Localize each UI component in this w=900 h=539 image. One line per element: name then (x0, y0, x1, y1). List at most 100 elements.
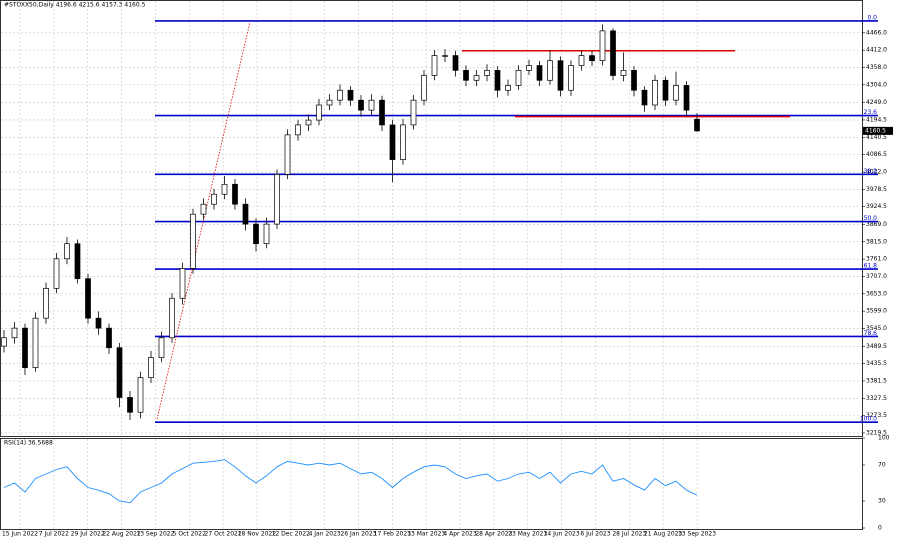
candle-body (232, 183, 238, 205)
candle-body (515, 69, 522, 86)
candle-body (95, 317, 102, 329)
rsi-title: RSI(14) 36.5688 (4, 440, 53, 447)
rsi-tick-label: 30 (878, 498, 886, 505)
candle-body (599, 30, 606, 62)
candle-body (673, 85, 679, 101)
candle-body (610, 30, 616, 76)
candle-body (505, 85, 511, 91)
candle-body (368, 99, 375, 111)
candle-body (526, 65, 532, 71)
x-tick-label: 13 Sep 2023 (678, 531, 716, 538)
x-tick-label: 27 Oct 2022 (205, 531, 242, 538)
rsi-tick-label: 100 (878, 435, 890, 442)
y-tick-label: 3653.0 (866, 290, 887, 297)
candle-body (305, 119, 312, 126)
candle-body (1, 337, 7, 347)
fib-label: 0.0 (867, 14, 877, 21)
y-tick-label: 3381.5 (866, 377, 887, 384)
candle-body (137, 377, 144, 413)
candle-body (620, 69, 627, 76)
candle-body (410, 99, 417, 126)
fib-label: 100.0 (860, 416, 877, 423)
candle-body (74, 243, 81, 280)
x-tick-label: 7 Jul 2022 (39, 531, 69, 538)
x-tick-label: 29 Jul 2022 (71, 531, 105, 538)
candle-body (379, 99, 385, 126)
fib-label: 78.6 (864, 330, 878, 337)
candle-body (694, 118, 700, 132)
x-tick-label: 28 Apr 2023 (475, 531, 512, 538)
price-marker-label: 4160.5 (865, 127, 886, 134)
y-tick-label: 3273.5 (866, 412, 887, 419)
candle-body (421, 75, 427, 101)
fib-label: 38.2 (864, 168, 878, 175)
fib-label: 23.6 (864, 109, 878, 116)
candle-body (578, 55, 585, 66)
rsi-panel (0, 438, 863, 530)
candle-body (85, 278, 91, 319)
candle-body (158, 337, 165, 359)
chart-title: #STOXX50,Daily 4196.6 4215.6 4157.3 4160… (4, 2, 146, 9)
x-tick-label: 15 Jun 2022 (2, 531, 38, 538)
x-tick-label: 13 Mar 2023 (407, 531, 445, 538)
candle-body (568, 65, 574, 91)
y-tick-label: 3707.0 (866, 273, 887, 280)
candle-body (169, 297, 175, 339)
x-tick-label: 5 Oct 2022 (173, 531, 206, 538)
y-tick-label: 3489.5 (866, 343, 887, 350)
candle-body (295, 124, 301, 136)
candle-body (484, 69, 490, 76)
candle-body (284, 134, 291, 175)
y-tick-label: 4466.0 (866, 29, 887, 36)
candle-body (190, 213, 196, 269)
x-tick-label: 12 Dec 2022 (272, 531, 311, 538)
y-tick-label: 3815.0 (866, 238, 887, 245)
candle-body (347, 89, 354, 101)
y-tick-label: 4032.0 (866, 169, 887, 176)
x-tick-label: 21 Aug 2023 (644, 531, 683, 538)
rsi-tick-label: 0 (878, 525, 882, 532)
fib-label: 61.8 (864, 263, 878, 270)
candle-body (32, 317, 39, 368)
y-tick-label: 3761.0 (866, 256, 887, 263)
candle-body (64, 243, 70, 260)
candle-body (473, 75, 480, 81)
trend-line (156, 21, 251, 420)
candle-body (547, 60, 553, 81)
candle-body (200, 203, 207, 215)
candle-body (53, 258, 60, 289)
y-tick-label: 4140.5 (866, 134, 887, 141)
candle-body (179, 268, 186, 299)
candle-body (316, 104, 322, 121)
candle-body (631, 69, 637, 91)
candle-body (683, 85, 690, 111)
candle-body (337, 89, 343, 101)
candle-body (557, 60, 564, 91)
candle-body (242, 203, 249, 225)
rsi-tick-label: 70 (878, 462, 886, 469)
candle-body (326, 99, 333, 106)
candle-body (452, 55, 459, 71)
candle-body (494, 69, 501, 91)
x-tick-label: 17 Feb 2023 (374, 531, 412, 538)
candle-body (11, 327, 18, 339)
y-tick-label: 3435.5 (866, 360, 887, 367)
rsi-line (3, 459, 698, 504)
candle-body (431, 55, 438, 76)
candle-body (589, 55, 595, 62)
y-tick-label: 4358.0 (866, 64, 887, 71)
price-marker (863, 126, 893, 135)
candle-body (400, 124, 406, 160)
x-tick-label: 4 Apr 2023 (443, 531, 476, 538)
x-tick-label: 26 Jan 2023 (341, 531, 377, 538)
candle-body (22, 327, 28, 368)
candle-body (463, 69, 469, 81)
candle-body (211, 193, 217, 205)
x-tick-label: 28 Jul 2023 (612, 531, 646, 538)
candle-body (253, 223, 259, 245)
candle-body (274, 174, 280, 225)
candle-body (536, 65, 543, 81)
y-tick-label: 3545.0 (866, 325, 887, 332)
x-tick-label: 18 Nov 2022 (238, 531, 277, 538)
